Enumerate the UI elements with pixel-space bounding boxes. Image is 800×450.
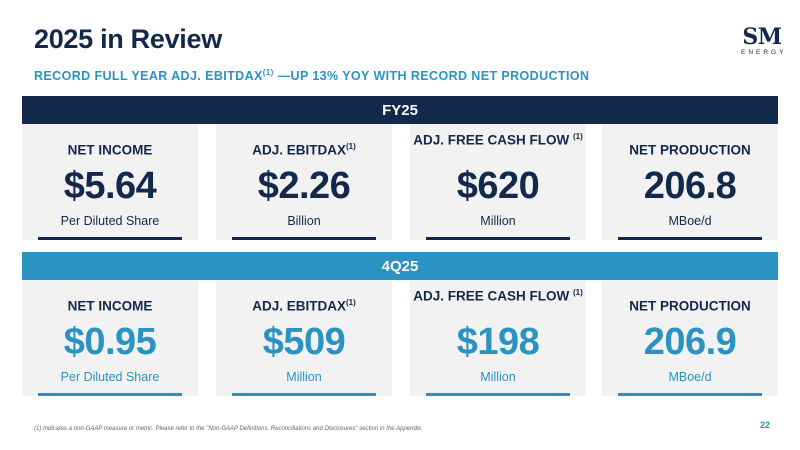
- card-underline: [38, 237, 182, 240]
- fy-card-adj-ebitdax: ADJ. EBITDAX(1) $2.26 Billion: [216, 124, 392, 240]
- company-logo: SM ENERGY: [738, 26, 786, 56]
- page-number: 22: [760, 420, 771, 430]
- card-label: ADJ. FREE CASH FLOW (1): [413, 132, 583, 148]
- card-unit: Per Diluted Share: [60, 370, 160, 384]
- logo-mark: SM: [742, 24, 782, 50]
- card-unit: Million: [286, 370, 322, 384]
- q-card-net-income: NET INCOME $0.95 Per Diluted Share: [22, 280, 198, 396]
- page-title: 2025 in Review: [34, 24, 222, 54]
- card-value: $0.95: [63, 321, 157, 363]
- card-value: 206.9: [643, 321, 737, 363]
- card-unit: MBoe/d: [668, 214, 712, 228]
- card-unit: Million: [480, 370, 516, 384]
- card-underline: [38, 393, 182, 396]
- card-unit: Per Diluted Share: [60, 214, 160, 228]
- card-value: $5.64: [63, 165, 157, 207]
- subtitle-text: RECORD FULL YEAR ADJ. EBITDAX: [34, 69, 263, 84]
- logo-wordmark: ENERGY: [741, 49, 787, 56]
- card-value: $2.26: [257, 165, 351, 207]
- card-label: NET PRODUCTION: [629, 298, 751, 314]
- card-underline: [232, 237, 376, 240]
- card-value: $198: [456, 321, 540, 363]
- card-underline: [232, 393, 376, 396]
- card-unit: Million: [480, 214, 516, 228]
- q-card-net-production: NET PRODUCTION 206.9 MBoe/d: [602, 280, 778, 396]
- card-label: ADJ. FREE CASH FLOW (1): [413, 288, 583, 304]
- subtitle-footnote-ref: (1): [262, 68, 274, 77]
- card-value: $620: [456, 165, 540, 207]
- card-label: NET PRODUCTION: [629, 142, 751, 158]
- card-underline: [426, 393, 570, 396]
- card-value: 206.8: [643, 165, 737, 207]
- card-unit: MBoe/d: [668, 370, 712, 384]
- card-label: ADJ. EBITDAX(1): [252, 142, 356, 158]
- card-label: NET INCOME: [67, 298, 153, 314]
- q-card-adj-ebitdax: ADJ. EBITDAX(1) $509 Million: [216, 280, 392, 396]
- card-label: NET INCOME: [67, 142, 153, 158]
- fy-card-net-income: NET INCOME $5.64 Per Diluted Share: [22, 124, 198, 240]
- fy-section-header: FY25: [22, 96, 778, 124]
- card-label: ADJ. EBITDAX(1): [252, 298, 356, 314]
- card-value: $509: [262, 321, 346, 363]
- card-underline: [426, 237, 570, 240]
- card-underline: [618, 237, 762, 240]
- page-subtitle: RECORD FULL YEAR ADJ. EBITDAX(1) —UP 13%…: [34, 68, 589, 83]
- card-unit: Billion: [287, 214, 321, 228]
- footnote: (1) Indicates a non-GAAP measure or metr…: [34, 426, 423, 432]
- card-underline: [618, 393, 762, 396]
- fy-card-net-production: NET PRODUCTION 206.8 MBoe/d: [602, 124, 778, 240]
- fy-card-adj-free-cash-flow: ADJ. FREE CASH FLOW (1) $620 Million: [410, 124, 586, 240]
- subtitle-text-rest: —UP 13% YOY WITH RECORD NET PRODUCTION: [273, 69, 590, 84]
- q-card-adj-free-cash-flow: ADJ. FREE CASH FLOW (1) $198 Million: [410, 280, 586, 396]
- q-section-header: 4Q25: [22, 252, 778, 280]
